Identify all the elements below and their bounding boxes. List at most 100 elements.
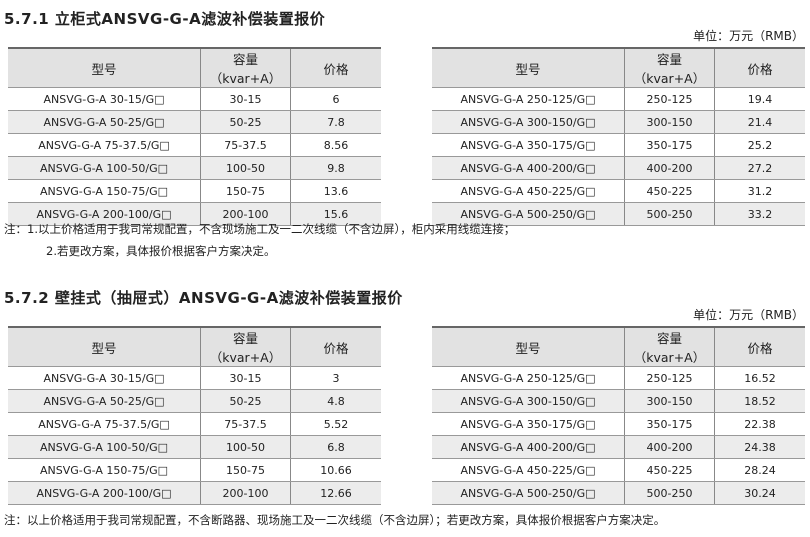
table-cell: ANSVG-G-A 150-75/G□: [8, 458, 201, 482]
table-cell: 6.8: [290, 435, 381, 459]
column-header: 价格: [290, 327, 381, 367]
table-cell: ANSVG-G-A 350-175/G□: [432, 412, 625, 436]
table-cell: 27.2: [714, 156, 805, 180]
table-cell: 75-37.5: [200, 133, 291, 157]
table-row: ANSVG-G-A 450-225/G□ 450-225 28.24: [432, 458, 805, 482]
table-cell: 300-150: [624, 389, 715, 413]
table-cell: 30-15: [200, 87, 291, 111]
table-cell: ANSVG-G-A 30-15/G□: [8, 87, 201, 111]
table-row: ANSVG-G-A 450-225/G□ 450-225 31.2: [432, 179, 805, 203]
table-cell: 250-125: [624, 366, 715, 390]
table-cell: ANSVG-G-A 500-250/G□: [432, 481, 625, 505]
table-row: ANSVG-G-A 30-15/G□ 30-15 6: [8, 87, 381, 111]
table-cell: ANSVG-G-A 300-150/G□: [432, 110, 625, 134]
table-cell: 150-75: [200, 458, 291, 482]
table-cell: 100-50: [200, 156, 291, 180]
table-cell: 4.8: [290, 389, 381, 413]
price-table: 型号 容量（kvar+A） 价格 ANSVG-G-A 250-125/G□ 250-12…: [432, 326, 805, 505]
table-row: ANSVG-G-A 400-200/G□ 400-200 24.38: [432, 435, 805, 459]
column-header: 容量（kvar+A）: [200, 327, 291, 367]
table-row: ANSVG-G-A 30-15/G□ 30-15 3: [8, 366, 381, 390]
table-cell: 50-25: [200, 389, 291, 413]
table-row: ANSVG-G-A 200-100/G□ 200-100 15.6: [8, 202, 381, 226]
table-cell: 100-50: [200, 435, 291, 459]
table-cell: 200-100: [200, 481, 291, 505]
table-cell: 450-225: [624, 458, 715, 482]
table-cell: 30.24: [714, 481, 805, 505]
table-cell: 500-250: [624, 202, 715, 226]
table-cell: 7.8: [290, 110, 381, 134]
table-cell: ANSVG-G-A 300-150/G□: [432, 389, 625, 413]
table-row: ANSVG-G-A 100-50/G□ 100-50 9.8: [8, 156, 381, 180]
table-cell: 50-25: [200, 110, 291, 134]
table-cell: 30-15: [200, 366, 291, 390]
table-cell: 22.38: [714, 412, 805, 436]
table-cell: ANSVG-G-A 75-37.5/G□: [8, 412, 201, 436]
table-row: ANSVG-G-A 500-250/G□ 500-250 30.24: [432, 481, 805, 505]
table-cell: ANSVG-G-A 100-50/G□: [8, 156, 201, 180]
table-row: ANSVG-G-A 200-100/G□ 200-100 12.66: [8, 481, 381, 505]
column-header: 价格: [290, 48, 381, 88]
table-row: ANSVG-G-A 350-175/G□ 350-175 25.2: [432, 133, 805, 157]
table-cell: 400-200: [624, 156, 715, 180]
table-cell: ANSVG-G-A 450-225/G□: [432, 179, 625, 203]
table-cell: ANSVG-G-A 50-25/G□: [8, 389, 201, 413]
unit-label: 单位：万元（RMB）: [693, 29, 804, 43]
column-header: 价格: [714, 327, 805, 367]
note: 注：以上价格适用于我司常规配置，不含断路器、现场施工及一二次线缆（不含边屏）；若…: [4, 513, 666, 527]
table-cell: 10.66: [290, 458, 381, 482]
table-cell: 12.66: [290, 481, 381, 505]
table-cell: 350-175: [624, 133, 715, 157]
table-cell: ANSVG-G-A 250-125/G□: [432, 87, 625, 111]
table-row: ANSVG-G-A 100-50/G□ 100-50 6.8: [8, 435, 381, 459]
price-table: 型号 容量（kvar+A） 价格 ANSVG-G-A 250-125/G□ 250-12…: [432, 47, 805, 226]
table-row: ANSVG-G-A 150-75/G□ 150-75 10.66: [8, 458, 381, 482]
table-cell: 350-175: [624, 412, 715, 436]
table-cell: 25.2: [714, 133, 805, 157]
table-cell: 31.2: [714, 179, 805, 203]
table-cell: 5.52: [290, 412, 381, 436]
table-cell: 19.4: [714, 87, 805, 111]
header-row: 型号 容量（kvar+A） 价格: [432, 327, 805, 367]
table-cell: ANSVG-G-A 250-125/G□: [432, 366, 625, 390]
column-header: 价格: [714, 48, 805, 88]
table-cell: 400-200: [624, 435, 715, 459]
price-table: 型号 容量（kvar+A） 价格 ANSVG-G-A 30-15/G□ 30-15 3 AN…: [8, 326, 381, 505]
table-cell: ANSVG-G-A 350-175/G□: [432, 133, 625, 157]
column-header: 容量（kvar+A）: [624, 327, 715, 367]
column-header: 容量（kvar+A）: [200, 48, 291, 88]
note: 注：1.以上价格适用于我司常规配置，不含现场施工及一二次线缆（不含边屏），柜内采…: [4, 222, 516, 236]
table-cell: ANSVG-G-A 400-200/G□: [432, 435, 625, 459]
table-row: ANSVG-G-A 500-250/G□ 500-250 33.2: [432, 202, 805, 226]
table-cell: 13.6: [290, 179, 381, 203]
table-cell: ANSVG-G-A 500-250/G□: [432, 202, 625, 226]
table-cell: 21.4: [714, 110, 805, 134]
table-cell: ANSVG-G-A 30-15/G□: [8, 366, 201, 390]
table-cell: 200-100: [200, 202, 291, 226]
table-row: ANSVG-G-A 250-125/G□ 250-125 16.52: [432, 366, 805, 390]
table-row: ANSVG-G-A 300-150/G□ 300-150 21.4: [432, 110, 805, 134]
table-cell: 28.24: [714, 458, 805, 482]
table-cell: 250-125: [624, 87, 715, 111]
header-row: 型号 容量（kvar+A） 价格: [8, 327, 381, 367]
table-row: ANSVG-G-A 150-75/G□ 150-75 13.6: [8, 179, 381, 203]
column-header: 型号: [432, 327, 625, 367]
table-cell: ANSVG-G-A 400-200/G□: [432, 156, 625, 180]
table-cell: 500-250: [624, 481, 715, 505]
table-cell: 9.8: [290, 156, 381, 180]
table-cell: ANSVG-G-A 200-100/G□: [8, 481, 201, 505]
table-cell: 3: [290, 366, 381, 390]
table-cell: ANSVG-G-A 50-25/G□: [8, 110, 201, 134]
unit-label: 单位：万元（RMB）: [693, 308, 804, 322]
header-row: 型号 容量（kvar+A） 价格: [8, 48, 381, 88]
table-cell: 15.6: [290, 202, 381, 226]
price-table: 型号 容量（kvar+A） 价格 ANSVG-G-A 30-15/G□ 30-15 6 AN…: [8, 47, 381, 226]
table-cell: ANSVG-G-A 75-37.5/G□: [8, 133, 201, 157]
section-title: 5.7.1 立柜式ANSVG-G-A滤波补偿装置报价: [4, 10, 326, 28]
table-row: ANSVG-G-A 75-37.5/G□ 75-37.5 8.56: [8, 133, 381, 157]
table-row: ANSVG-G-A 50-25/G□ 50-25 7.8: [8, 110, 381, 134]
section-title: 5.7.2 壁挂式（抽屉式）ANSVG-G-A滤波补偿装置报价: [4, 289, 403, 307]
table-cell: 16.52: [714, 366, 805, 390]
table-row: ANSVG-G-A 300-150/G□ 300-150 18.52: [432, 389, 805, 413]
table-row: ANSVG-G-A 75-37.5/G□ 75-37.5 5.52: [8, 412, 381, 436]
